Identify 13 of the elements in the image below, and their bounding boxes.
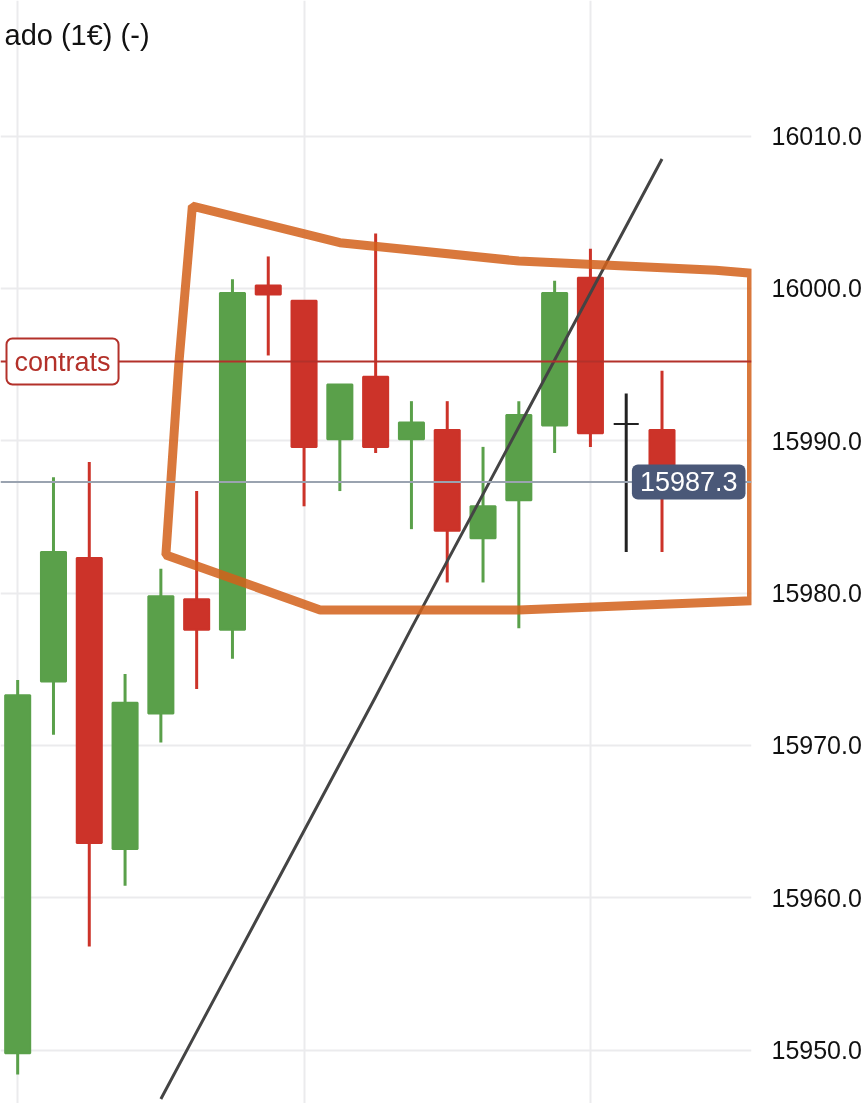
- y-tick-label: 16010.0: [771, 122, 862, 151]
- candlestick: [254, 256, 282, 356]
- candlestick: [397, 401, 425, 531]
- y-tick-label: 16000.0: [771, 274, 862, 303]
- y-tick-label: 15980.0: [771, 579, 862, 608]
- ref-line-label: 15987.3: [639, 467, 738, 498]
- y-tick-label: 15990.0: [771, 426, 862, 455]
- y-tick-label: 15950.0: [771, 1036, 862, 1065]
- y-tick-label: 15970.0: [771, 731, 862, 760]
- text: ado (1€) (-): [4, 18, 150, 51]
- y-tick-label: 15960.0: [771, 883, 862, 912]
- candlestick: [612, 393, 640, 552]
- ref-line-label: contrats: [14, 346, 111, 377]
